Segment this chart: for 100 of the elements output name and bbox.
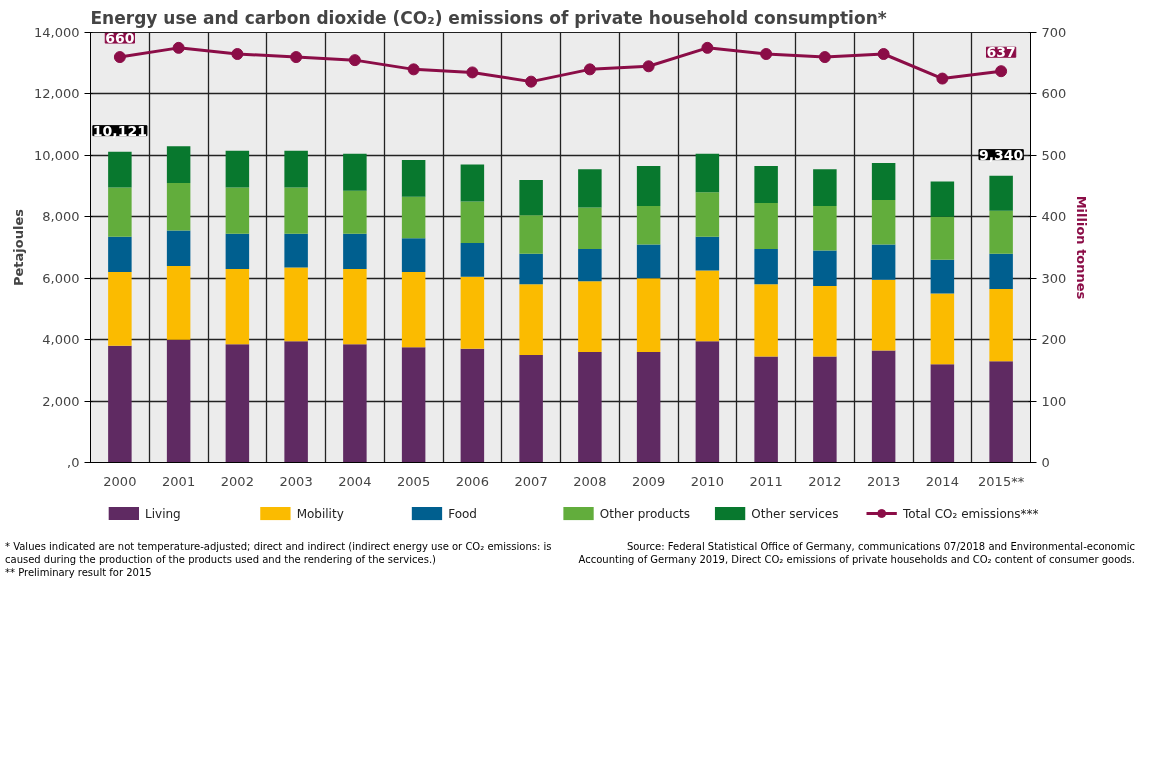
bar bbox=[695, 192, 720, 237]
bar bbox=[108, 236, 132, 273]
bar bbox=[460, 348, 485, 463]
point bbox=[172, 41, 185, 54]
bar bbox=[225, 150, 250, 188]
bar bbox=[871, 350, 896, 463]
chart-title: Energy use and carbon dioxide (CO₂) emissions of private household consumption* bbox=[90, 7, 887, 28]
y2-tick-label: 500 bbox=[1041, 147, 1067, 163]
y-tick-label: 12,000 bbox=[34, 86, 80, 102]
bar bbox=[989, 210, 1013, 254]
point bbox=[466, 66, 479, 79]
text: * Values indicated are not temperature-adjusted; direct and indirect (indirect energy use or CO₂ emissions: is caused during the production of the products used and the rendering of the services.) bbox=[5, 541, 552, 565]
x-tick-label: 2007 bbox=[514, 473, 548, 489]
point bbox=[642, 60, 655, 73]
bar bbox=[460, 201, 485, 243]
bar bbox=[636, 351, 661, 463]
bar bbox=[343, 190, 367, 234]
point bbox=[760, 48, 773, 60]
y-tick-label: 14,000 bbox=[34, 25, 80, 40]
bar bbox=[166, 230, 191, 266]
data-label: 660 bbox=[105, 30, 135, 47]
y-tick-label: 8,000 bbox=[42, 209, 80, 225]
bar bbox=[695, 270, 720, 342]
legend-label: Total CO₂ emissions*** bbox=[901, 506, 1039, 521]
bar bbox=[108, 272, 132, 346]
bar bbox=[108, 187, 132, 237]
bar bbox=[930, 293, 955, 365]
x-tick-label: 2011 bbox=[749, 473, 783, 489]
bar bbox=[695, 236, 720, 271]
legend-label: Other products bbox=[599, 506, 691, 521]
y2-tick-label: 0 bbox=[1041, 455, 1050, 470]
point bbox=[818, 51, 831, 64]
bar bbox=[460, 242, 485, 277]
bar bbox=[343, 269, 367, 345]
bar bbox=[989, 288, 1013, 362]
point bbox=[583, 63, 596, 76]
bar bbox=[225, 344, 250, 463]
bar bbox=[225, 269, 250, 345]
bar bbox=[460, 276, 485, 349]
bar bbox=[401, 196, 426, 239]
bar bbox=[930, 181, 955, 217]
point bbox=[290, 51, 303, 64]
bar bbox=[754, 166, 778, 203]
x-tick-label: 2004 bbox=[338, 473, 372, 489]
bar bbox=[519, 215, 543, 254]
total-label: 9,340 bbox=[978, 146, 1024, 163]
bar bbox=[108, 345, 132, 463]
bar bbox=[636, 278, 661, 352]
total-label: 10,121 bbox=[92, 122, 147, 139]
x-tick-label: 2000 bbox=[103, 473, 137, 489]
bar bbox=[166, 146, 191, 183]
bar bbox=[519, 253, 543, 285]
bar bbox=[166, 339, 191, 463]
bar bbox=[813, 356, 837, 463]
bar bbox=[813, 250, 837, 286]
bar bbox=[284, 187, 308, 234]
x-tick-label: 2008 bbox=[573, 473, 607, 489]
bar bbox=[754, 284, 778, 357]
x-tick-label: 2014 bbox=[925, 473, 959, 489]
bar bbox=[813, 169, 837, 207]
x-tick-label: 2013 bbox=[867, 473, 901, 489]
x-tick-label: 2012 bbox=[808, 473, 842, 489]
data-label: 637 bbox=[986, 44, 1016, 61]
bar bbox=[284, 341, 308, 463]
bar bbox=[636, 244, 661, 279]
point bbox=[701, 41, 714, 54]
y-tick-label: 6,000 bbox=[42, 270, 80, 286]
bar bbox=[989, 361, 1013, 463]
point bbox=[995, 65, 1008, 78]
bar bbox=[401, 159, 426, 197]
y2-tick-label: 200 bbox=[1041, 332, 1067, 348]
y2-tick-label: 600 bbox=[1041, 86, 1067, 102]
point bbox=[348, 54, 361, 67]
bar bbox=[989, 253, 1013, 289]
y2-tick-label: 400 bbox=[1041, 209, 1067, 225]
point bbox=[231, 48, 244, 60]
legend-label: Mobility bbox=[296, 506, 344, 521]
y2-tick-label: 300 bbox=[1041, 270, 1067, 286]
bar bbox=[930, 259, 955, 294]
bar bbox=[754, 356, 778, 463]
x-tick-label: 2005 bbox=[397, 473, 431, 489]
bar bbox=[754, 202, 778, 250]
bar bbox=[636, 166, 661, 207]
bar bbox=[695, 341, 720, 463]
y2-tick-label: 100 bbox=[1041, 393, 1067, 409]
x-tick-label: 2003 bbox=[279, 473, 313, 489]
source-note: Source: Federal Statistical Office of Germany, communications 07/2018 and Environmental-economic Accounting of Germany 2019, Direct CO₂ emissions of private households and CO₂ content of consumer goods. bbox=[577, 540, 1135, 566]
bar bbox=[166, 183, 191, 231]
y-axis-title: Petajoules bbox=[11, 208, 27, 286]
bar bbox=[519, 284, 543, 355]
legend-label: Living bbox=[145, 506, 181, 521]
x-tick-label: 2015** bbox=[978, 473, 1025, 489]
bar bbox=[871, 199, 896, 245]
bar bbox=[519, 179, 543, 216]
bar bbox=[166, 265, 191, 340]
bar bbox=[813, 285, 837, 357]
point bbox=[936, 72, 949, 85]
y-tick-label: 2,000 bbox=[42, 393, 80, 409]
point bbox=[877, 48, 890, 60]
bar bbox=[754, 249, 778, 285]
